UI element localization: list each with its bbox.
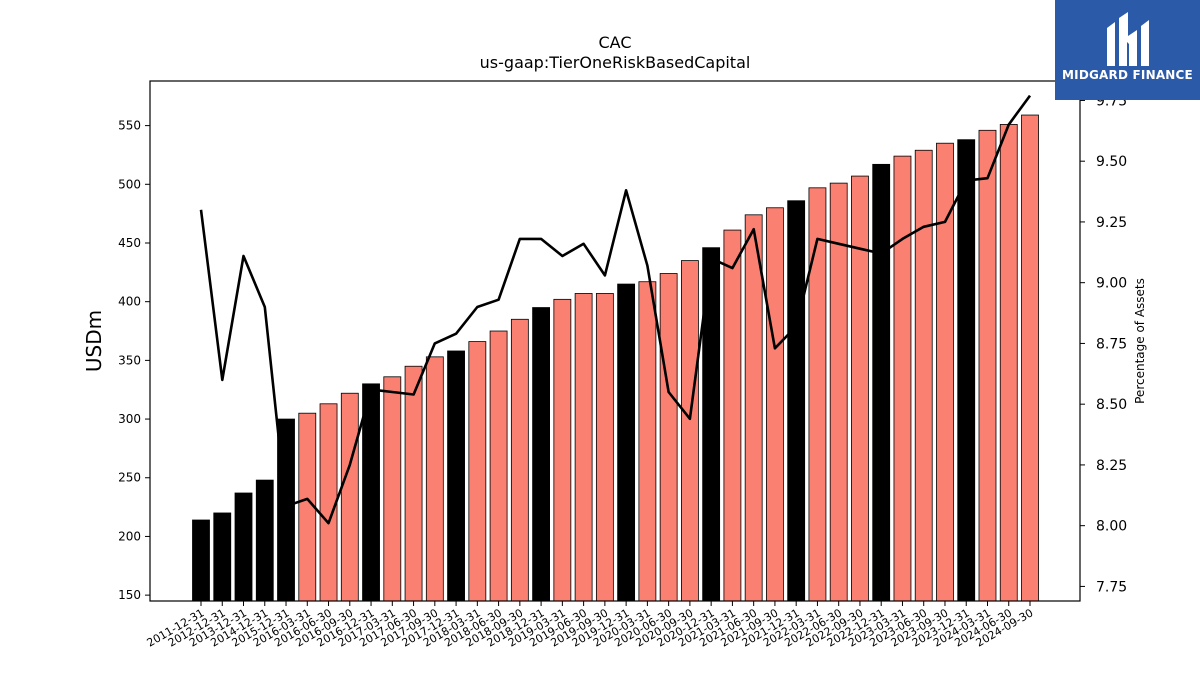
bar-2020-09-30: [680, 260, 699, 602]
y-tick-label: 550: [118, 119, 141, 133]
bar-2011-12-31: [192, 519, 210, 602]
bar-2020-03-31: [638, 281, 657, 602]
y2-axis-label: Percentage of Assets: [1133, 278, 1147, 404]
bar-2017-03-31: [383, 376, 402, 602]
bar-2019-09-30: [595, 293, 614, 602]
x-ticks: 2011-12-312012-12-312013-12-312014-12-31…: [145, 601, 1036, 650]
y2-ticks: 7.758.008.258.508.759.009.259.509.75: [1080, 93, 1127, 595]
bar-2016-09-30: [340, 392, 359, 602]
bar-2013-12-31: [234, 492, 253, 602]
bar-2023-12-31: [957, 139, 976, 602]
logo-icon: [1107, 12, 1149, 66]
y-tick-label: 150: [118, 588, 141, 602]
bar-2023-06-30: [914, 149, 933, 602]
logo: MIDGARD FINANCE: [1055, 0, 1200, 100]
bar-2019-03-31: [553, 298, 572, 602]
bar-2022-03-31: [808, 187, 827, 602]
ratio-line-path: [199, 94, 1032, 525]
bar-2017-06-30: [404, 365, 423, 602]
y-tick-label: 350: [118, 353, 141, 367]
bar-2024-09-30: [1021, 114, 1039, 602]
bar-2012-12-31: [213, 512, 232, 602]
bar-2016-06-30: [319, 403, 338, 602]
bar-2020-06-30: [659, 273, 678, 602]
y-tick-label: 500: [118, 177, 141, 191]
chart-title: CAC: [598, 33, 631, 52]
bar-2021-06-30: [744, 214, 763, 602]
bar-2019-06-30: [574, 293, 593, 602]
bar-2014-12-31: [255, 479, 274, 602]
bar-2018-06-30: [489, 330, 508, 602]
y-tick-label: 300: [118, 412, 141, 426]
y2-tick-label: 9.25: [1096, 215, 1127, 231]
y-tick-label: 450: [118, 236, 141, 250]
plot-frame: [149, 80, 1081, 602]
bar-2018-03-31: [468, 341, 487, 602]
y-ticks: 150 200 250 300 350 400 450 500 550: [118, 119, 150, 602]
bar-2017-09-30: [425, 356, 444, 602]
y-axis-label: USDm: [82, 310, 106, 372]
y-tick-label: 250: [118, 471, 141, 485]
y-tick-label: 400: [118, 295, 141, 309]
bar-2016-12-31: [362, 383, 380, 602]
bar-2018-12-31: [532, 307, 551, 602]
y2-tick-label: 8.50: [1096, 397, 1127, 413]
y-tick-label: 200: [118, 529, 141, 543]
bar-2021-12-31: [787, 200, 806, 602]
ratio-line: [199, 94, 1032, 525]
bar-2024-06-30: [999, 124, 1018, 602]
y2-tick-label: 8.25: [1096, 458, 1127, 474]
logo-text: MIDGARD FINANCE: [1062, 68, 1193, 82]
bar-2021-03-31: [723, 229, 742, 602]
bar-2021-09-30: [766, 207, 784, 602]
bar-2022-09-30: [851, 175, 869, 602]
y2-tick-label: 9.00: [1096, 276, 1127, 292]
chart-subtitle: us-gaap:TierOneRiskBasedCapital: [480, 53, 751, 72]
y2-tick-label: 9.50: [1096, 154, 1127, 170]
y2-tick-label: 8.00: [1096, 519, 1127, 535]
bar-2023-03-31: [893, 155, 912, 602]
y2-tick-label: 7.75: [1096, 579, 1127, 595]
bar-2017-12-31: [447, 350, 465, 602]
bar-2024-03-31: [978, 129, 997, 602]
bars: [192, 114, 1039, 602]
bar-2019-12-31: [617, 283, 636, 602]
y2-tick-label: 8.75: [1096, 336, 1127, 352]
bar-2018-09-30: [510, 318, 529, 602]
bar-2022-12-31: [872, 163, 891, 602]
